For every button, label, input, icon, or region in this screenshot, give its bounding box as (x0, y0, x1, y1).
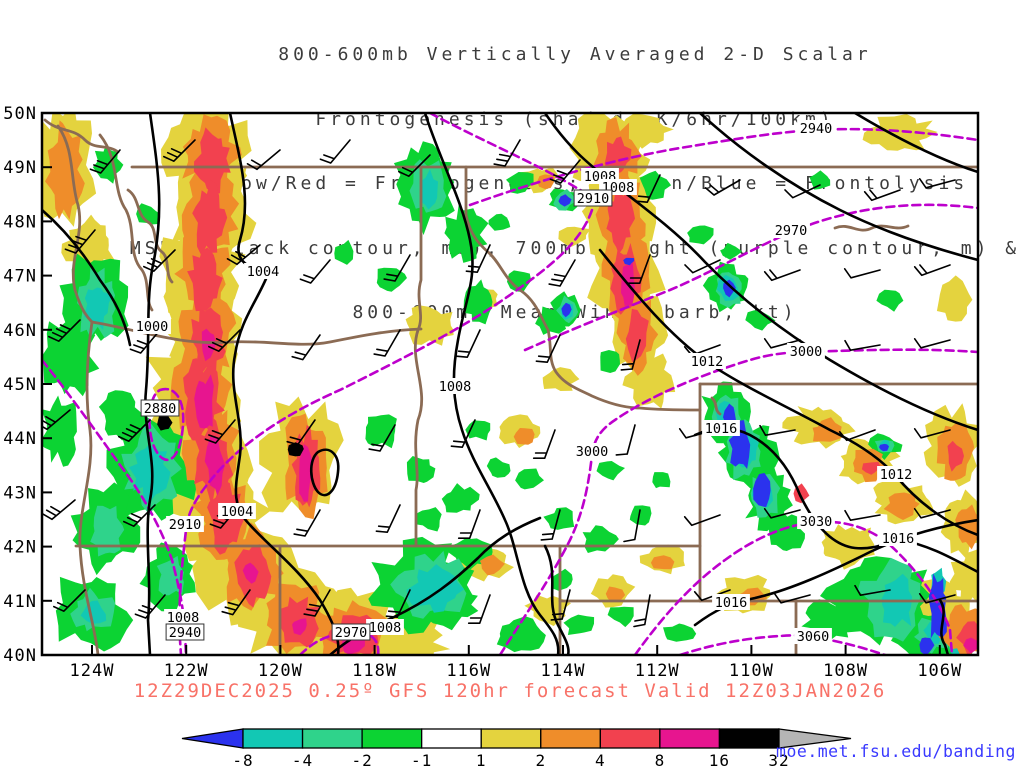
lat-label: 44N (3, 429, 37, 449)
colorbar-tick-label: 16 (709, 751, 730, 768)
mslp-contour-label: 3060 (797, 629, 830, 645)
mslp-contour-label: 3000 (790, 344, 823, 360)
lon-label: 112W (635, 661, 680, 681)
lat-label: 46N (3, 321, 37, 341)
colorbar-tick-label: 2 (535, 751, 546, 768)
mslp-contour-label: 3000 (576, 444, 609, 460)
map-frame-and-axes: 50N 49N 48N 47N 46N 45N 44N 43N 42N 41N 40N 124W 122… (3, 104, 980, 681)
mslp-contour-label: 1000 (136, 319, 169, 335)
lat-label: 45N (3, 375, 37, 395)
mslp-contour-label: 2910 (169, 517, 202, 533)
mslp-contour-label: 1008 (167, 610, 200, 626)
state-borders-layer (43, 118, 978, 655)
mslp-contour-label: 1016 (715, 595, 748, 611)
mslp-contour-label: 2940 (800, 121, 833, 137)
frontogenesis-shading-layer (42, 113, 978, 655)
lon-label: 116W (446, 661, 491, 681)
lat-label: 50N (3, 104, 37, 124)
lon-label: 114W (541, 661, 586, 681)
lat-label: 47N (3, 267, 37, 287)
colorbar-scale: -8 -4 -2 -1 1 2 4 8 16 32 (181, 728, 852, 768)
lon-label: 120W (258, 661, 303, 681)
mslp-contour-label: 1016 (882, 531, 915, 547)
mslp-contour-label: 1008 (439, 379, 472, 395)
colorbar-tick-label: 1 (476, 751, 487, 768)
colorbar-tick-label: -1 (411, 751, 432, 768)
mslp-contour-label: 1016 (705, 421, 738, 437)
colorbar-tick-label: -8 (232, 751, 253, 768)
site-credit-link[interactable]: moe.met.fsu.edu/banding (776, 742, 1016, 761)
colorbar-tick-label: -4 (292, 751, 313, 768)
mslp-contour-label: 1008 (369, 620, 402, 636)
colorbar-tick-label: -2 (351, 751, 372, 768)
lat-label: 43N (3, 483, 37, 503)
lon-label: 124W (70, 661, 115, 681)
colorbar-tick-label: 8 (655, 751, 666, 768)
wind-barbs-layer (42, 139, 956, 628)
lat-label: 40N (3, 646, 37, 666)
lon-label: 108W (823, 661, 868, 681)
colorbar-tick-label: 4 (595, 751, 606, 768)
mslp-contour-label: 2970 (775, 223, 808, 239)
mslp-contour-label: 1004 (221, 504, 254, 520)
mslp-contour-label: 1012 (691, 354, 724, 370)
lat-label: 49N (3, 158, 37, 178)
mslp-contour-label: 1012 (880, 467, 913, 483)
lat-label: 41N (3, 592, 37, 612)
title-line-1: 800-600mb Vertically Averaged 2-D Scalar (278, 44, 872, 65)
mslp-contour-label: 1004 (247, 264, 280, 280)
forecast-caption: 12Z29DEC2025 0.25º GFS 120hr forecast Va… (133, 680, 887, 702)
colorbar-tick-label: 32 (768, 751, 789, 768)
lat-label: 42N (3, 538, 37, 558)
lon-label: 110W (729, 661, 774, 681)
height-contour-label: 2910 (577, 191, 610, 207)
contour-labels-layer: 1000100410041008100810081008100810121012… (133, 120, 917, 645)
lon-label: 106W (917, 661, 962, 681)
height-contour-label: 2970 (335, 625, 368, 641)
height-contour-label: 2880 (144, 401, 177, 417)
mslp-contour-label: 3030 (800, 514, 833, 530)
lon-label: 122W (164, 661, 209, 681)
lon-label: 118W (352, 661, 397, 681)
lat-label: 48N (3, 212, 37, 232)
height-contour-label: 2940 (169, 625, 202, 641)
